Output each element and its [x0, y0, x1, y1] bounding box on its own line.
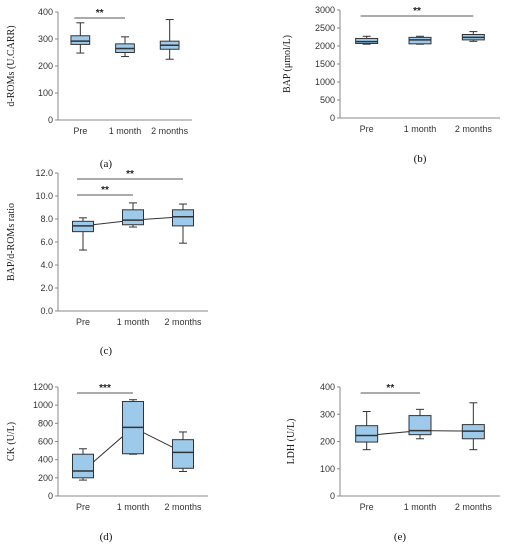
y-tick-label: 2000 — [315, 41, 335, 51]
y-tick-label: 0 — [330, 491, 335, 501]
y-tick-label: 200 — [320, 437, 335, 447]
box-2-months — [461, 31, 485, 42]
box-2-months — [159, 19, 180, 60]
box-pre — [70, 22, 91, 54]
y-tick-label: 300 — [38, 34, 53, 44]
y-tick-label: 0 — [48, 491, 53, 501]
y-tick-label: 400 — [320, 382, 335, 392]
y-tick-label: 12.0 — [35, 168, 53, 178]
panel-label: (e) — [394, 531, 407, 543]
box-iqr — [408, 415, 432, 436]
box-2-months — [172, 203, 194, 244]
y-tick-label: 200 — [38, 473, 53, 483]
y-tick-label: 1000 — [33, 400, 53, 410]
significance-label: ** — [96, 8, 104, 19]
y-tick-label: 500 — [320, 95, 335, 105]
x-tick-label: 2 months — [455, 124, 493, 134]
y-axis-label: CK (U/L) — [6, 422, 17, 461]
y-tick-label: 100 — [38, 88, 53, 98]
y-axis-label: BAP/d-ROMs ratio — [6, 203, 17, 281]
x-tick-label: 1 month — [404, 502, 437, 512]
x-tick-label: 1 month — [109, 126, 142, 136]
chart-panel-a: 0 100 200 300 400 d-ROMs (U.CARR) Pre 1 month 2 … — [6, 7, 192, 170]
chart-panel-c: 0.0 2.0 4.0 6.0 8.0 10.0 12.0 BAP/d-ROMs ratio P… — [6, 168, 208, 357]
y-axis-label: BAP (μmol/L) — [282, 35, 293, 93]
y-tick-label: 600 — [38, 437, 53, 447]
y-tick-label: 3000 — [315, 5, 335, 15]
panel-label: (c) — [100, 345, 113, 357]
y-tick-label: 0 — [330, 113, 335, 123]
x-tick-label: Pre — [73, 126, 87, 136]
box-pre — [355, 411, 379, 451]
y-tick-label: 6.0 — [40, 237, 53, 247]
box-iqr — [172, 209, 194, 227]
y-tick-label: 1000 — [315, 77, 335, 87]
x-tick-label: 2 months — [164, 317, 202, 327]
box-iqr — [122, 209, 144, 226]
box-1-month — [122, 399, 144, 455]
x-tick-label: 1 month — [404, 124, 437, 134]
y-tick-label: 4.0 — [40, 260, 53, 270]
y-tick-label: 1500 — [315, 59, 335, 69]
box-1-month — [122, 202, 144, 228]
y-tick-label: 300 — [320, 409, 335, 419]
chart-panel-e: 0 100 200 300 400 LDH (U/L) Pre 1 month 2 months… — [286, 382, 500, 543]
box-pre — [355, 35, 379, 45]
y-tick-label: 2.0 — [40, 283, 53, 293]
box-iqr — [355, 425, 379, 443]
x-tick-label: Pre — [360, 124, 374, 134]
significance-label: ** — [386, 383, 394, 394]
significance-label: ** — [101, 185, 109, 196]
box-2-months — [172, 431, 194, 472]
y-tick-label: 0.0 — [40, 306, 53, 316]
box-1-month — [408, 408, 432, 440]
chart-panel-b: 0 500 1000 1500 2000 2500 3000 BAP (μmol/L) Pre 1… — [282, 5, 500, 165]
x-tick-label: Pre — [360, 502, 374, 512]
y-tick-label: 100 — [320, 464, 335, 474]
box-pre — [72, 217, 94, 251]
box-2-months — [461, 402, 485, 451]
y-tick-label: 0 — [48, 115, 53, 125]
significance-label: ** — [126, 169, 134, 180]
y-tick-label: 2500 — [315, 23, 335, 33]
x-tick-label: 1 month — [117, 502, 150, 512]
box-pre — [72, 448, 94, 481]
y-tick-label: 400 — [38, 7, 53, 17]
x-tick-label: 1 month — [117, 317, 150, 327]
y-tick-label: 400 — [38, 455, 53, 465]
box-1-month — [408, 35, 432, 45]
chart-panel-d: 0 200 400 600 800 1000 1200 CK (U/L) Pre 1 month 2… — [6, 382, 208, 543]
y-tick-label: 200 — [38, 61, 53, 71]
x-tick-label: 2 months — [151, 126, 189, 136]
box-iqr — [70, 35, 91, 45]
y-tick-label: 1200 — [33, 382, 53, 392]
y-axis-label: d-ROMs (U.CARR) — [6, 25, 17, 106]
box-iqr — [172, 439, 194, 469]
panel-label: (d) — [100, 531, 113, 543]
significance-label: ** — [413, 6, 421, 17]
panel-label: (b) — [414, 153, 427, 165]
x-tick-label: 2 months — [455, 502, 493, 512]
y-tick-label: 10.0 — [35, 191, 53, 201]
y-tick-label: 8.0 — [40, 214, 53, 224]
box-iqr — [72, 453, 94, 479]
panel-label: (a) — [100, 158, 113, 170]
x-tick-label: 2 months — [164, 502, 202, 512]
x-tick-label: Pre — [76, 317, 90, 327]
x-tick-label: Pre — [76, 502, 90, 512]
y-axis-label: LDH (U/L) — [286, 419, 297, 465]
y-tick-label: 800 — [38, 418, 53, 428]
significance-label: *** — [99, 383, 111, 394]
box-1-month — [115, 36, 135, 58]
